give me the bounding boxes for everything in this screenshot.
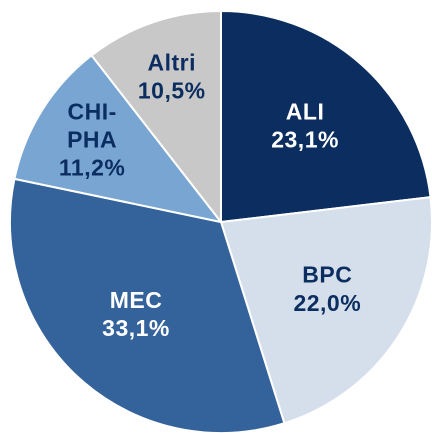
category-label-part: BPC — [302, 262, 352, 288]
category-label: ALI — [286, 98, 325, 124]
value-label: 11,2% — [59, 155, 125, 181]
category-label-part: CHI- — [67, 99, 116, 125]
pie-slice — [13, 53, 224, 224]
category-label: CHI-PHA — [67, 99, 117, 153]
category-label: BPC — [302, 262, 352, 288]
value-label: 33,1% — [102, 315, 170, 341]
value-label: 23,1% — [271, 126, 339, 152]
value-label: 10,5% — [138, 77, 206, 103]
category-label-part: Altri — [147, 49, 196, 75]
category-label-part: MEC — [110, 287, 163, 313]
category-label: MEC — [110, 287, 163, 313]
value-label: 22,0% — [293, 290, 361, 316]
pie-slice — [90, 9, 222, 225]
category-label: Altri — [147, 49, 196, 75]
category-label-part: ALI — [286, 98, 325, 124]
pie-slice — [220, 9, 432, 224]
category-label-part: PHA — [67, 127, 117, 153]
